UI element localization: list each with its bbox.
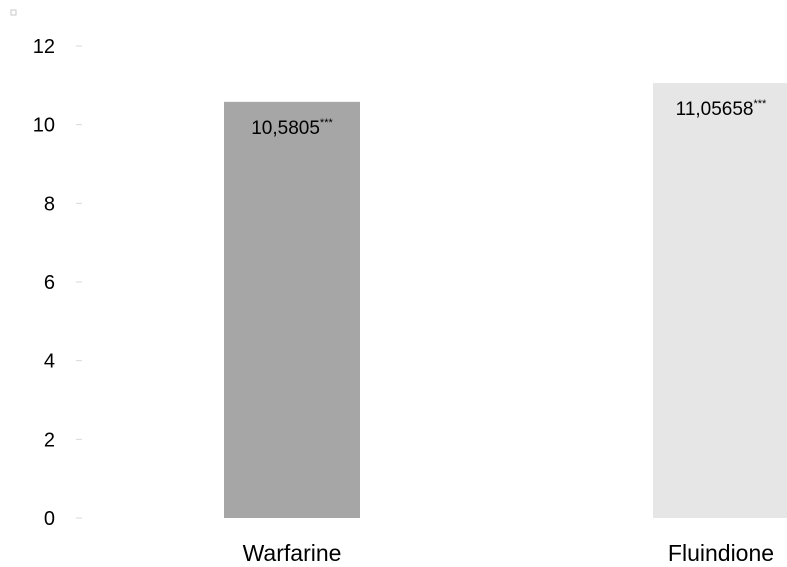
y-axis: 0 2 4 6 8 10 12 xyxy=(33,36,82,530)
y-tick-label: 10 xyxy=(33,115,55,137)
bar xyxy=(224,101,360,518)
category-label: Fluindione xyxy=(668,540,774,566)
y-tick-label: 12 xyxy=(33,36,55,58)
category-labels: Warfarine Fluindione xyxy=(243,540,774,566)
category-label: Warfarine xyxy=(243,540,342,566)
y-tick-label: 6 xyxy=(44,272,55,294)
y-tick-label: 0 xyxy=(44,508,55,530)
data-label: 11,05658*** xyxy=(676,98,767,120)
y-tick-label: 2 xyxy=(44,429,55,451)
data-labels: 10,5805*** 11,05658*** xyxy=(251,98,767,139)
y-tick-label: 4 xyxy=(44,351,55,373)
y-tick-label: 8 xyxy=(44,193,55,215)
bars xyxy=(224,83,787,519)
data-label: 10,5805*** xyxy=(251,117,333,139)
bar xyxy=(653,83,787,519)
corner-handle-mark xyxy=(10,9,17,16)
